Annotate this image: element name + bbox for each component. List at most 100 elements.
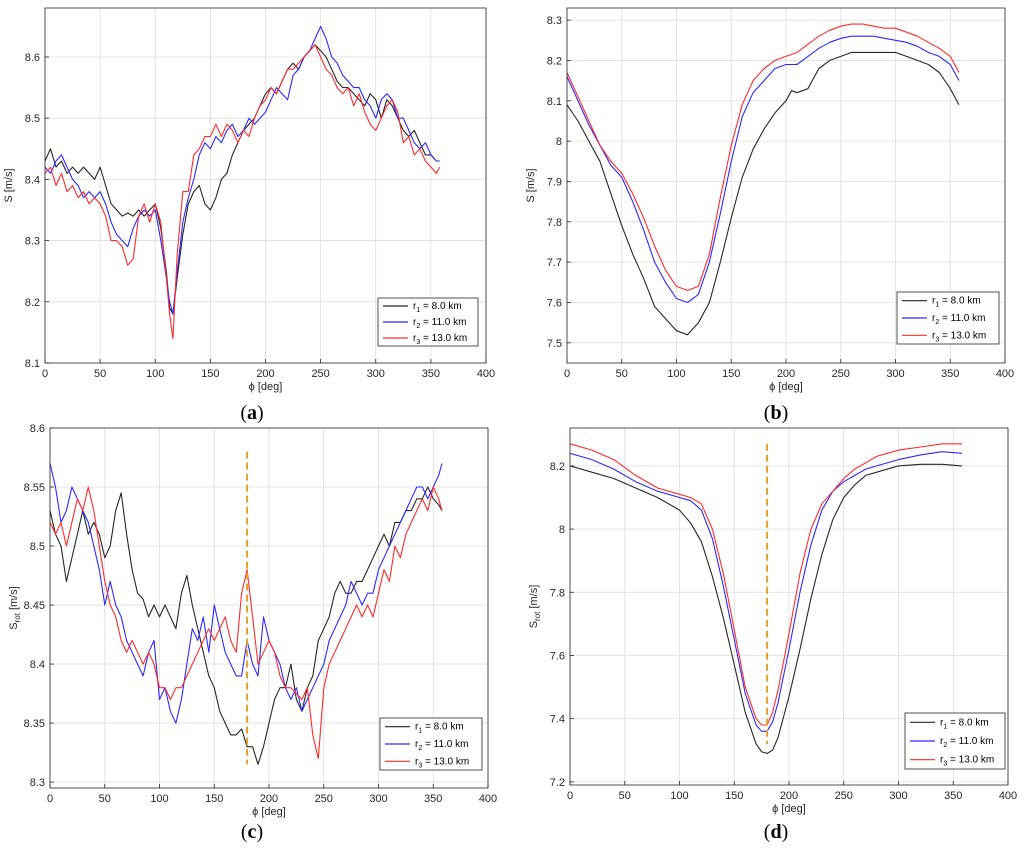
legend-label-r3: r3 = 13.0 km [413, 333, 467, 346]
legend-label-r2: r2 = 11.0 km [415, 739, 468, 752]
legend-label-r1: r1 = 8.0 km [415, 722, 464, 735]
legend: r1 = 8.0 km r2 = 11.0 km r3 = 13.0 km [377, 297, 479, 347]
x-tick-label: 350 [424, 793, 442, 805]
legend: r1 = 8.0 km r2 = 11.0 km r3 = 13.0 km [896, 291, 1000, 345]
x-tick-label: 400 [996, 368, 1014, 380]
x-tick-label: 300 [889, 790, 907, 802]
x-tick-label: 400 [477, 368, 495, 380]
x-tick-label: 50 [616, 368, 628, 380]
y-tick-label: 8.6 [25, 52, 40, 64]
legend-label-r1: r1 = 8.0 km [413, 301, 462, 314]
chart-panel-c: 0 50 100 150 200 250 300 350 400 8.3 8.35 8.4 8.45 8.… [8, 423, 497, 843]
y-tick-label: 8.2 [25, 297, 40, 309]
y-tick-label: 8.2 [550, 461, 565, 473]
y-tick-label: 8 [559, 524, 565, 536]
x-tick-label: 350 [941, 368, 959, 380]
x-tick-label: 150 [201, 368, 219, 380]
y-tick-label: 8.45 [24, 600, 45, 612]
x-axis-label: ϕ [deg] [249, 381, 283, 393]
series-line-r3 [569, 443, 962, 726]
y-tick-label: 7.5 [547, 338, 562, 350]
x-tick-label: 400 [479, 793, 497, 805]
x-tick-label: 0 [567, 790, 573, 802]
x-tick-label: 350 [422, 368, 440, 380]
legend: r1 = 8.0 km r2 = 11.0 km r3 = 13.0 km [904, 712, 1006, 770]
y-tick-label: 8.2 [547, 55, 562, 67]
series-line-r3 [44, 44, 441, 340]
x-tick-label: 100 [146, 368, 164, 380]
x-tick-label: 300 [369, 793, 387, 805]
x-tick-label: 200 [780, 790, 798, 802]
legend-label-r2: r2 = 11.0 km [932, 313, 985, 326]
y-tick-label: 8.1 [547, 96, 562, 108]
x-tick-label: 250 [832, 368, 850, 380]
series-line-r3 [566, 23, 960, 291]
x-tick-label: 200 [260, 793, 278, 805]
y-tick-label: 8.3 [547, 15, 562, 27]
y-tick-label: 8.1 [25, 358, 40, 370]
legend-label-r1: r1 = 8.0 km [940, 717, 989, 730]
x-tick-label: 50 [94, 368, 106, 380]
panel-label-b: (b) [764, 402, 788, 424]
y-tick-label: 8 [556, 136, 562, 148]
x-tick-label: 350 [944, 790, 962, 802]
x-tick-label: 0 [42, 368, 48, 380]
y-tick-label: 8.55 [24, 482, 45, 494]
x-tick-label: 100 [667, 368, 685, 380]
y-axis-label: Srot [m/s] [8, 586, 22, 630]
y-tick-label: 7.2 [550, 777, 565, 789]
y-axis-label: S [m/s] [525, 168, 537, 202]
x-tick-label: 150 [725, 790, 743, 802]
legend-label-r2: r2 = 11.0 km [940, 736, 993, 749]
y-tick-label: 8.3 [25, 236, 40, 248]
y-tick-label: 8.3 [30, 777, 45, 789]
y-axis-label: Srot [m/s] [528, 585, 542, 629]
panel-label-c: (c) [241, 821, 263, 843]
x-tick-label: 50 [619, 790, 631, 802]
y-axis-label: S [m/s] [3, 168, 15, 202]
y-tick-label: 7.7 [547, 257, 562, 269]
x-axis-label: ϕ [deg] [772, 803, 806, 815]
y-tick-label: 8.35 [24, 718, 45, 730]
series-line-r1 [569, 463, 963, 754]
x-tick-label: 100 [670, 790, 688, 802]
legend-label-r1: r1 = 8.0 km [932, 296, 981, 309]
x-tick-label: 300 [367, 368, 385, 380]
series-line-r3 [49, 486, 443, 760]
x-tick-label: 400 [999, 790, 1017, 802]
series-line-r2 [44, 25, 440, 315]
x-tick-label: 300 [886, 368, 904, 380]
x-tick-label: 250 [315, 793, 333, 805]
x-tick-label: 150 [722, 368, 740, 380]
chart-panel-d: 0 50 100 150 200 250 300 350 400 7.2 7.4 7.6 7.8 8 8.2… [528, 427, 1017, 843]
y-tick-label: 7.6 [547, 297, 562, 309]
y-tick-label: 8.6 [30, 423, 45, 435]
x-tick-label: 250 [835, 790, 853, 802]
series-line-r2 [566, 35, 960, 304]
x-tick-label: 250 [311, 368, 329, 380]
y-tick-label: 7.4 [550, 714, 565, 726]
y-tick-label: 8.4 [25, 174, 40, 186]
series-line-r1 [566, 51, 960, 336]
y-tick-label: 7.9 [547, 176, 562, 188]
x-tick-label: 150 [205, 793, 223, 805]
panel-label-a: (a) [240, 402, 263, 424]
x-tick-label: 200 [777, 368, 795, 380]
legend-label-r3: r3 = 13.0 km [415, 756, 469, 769]
y-tick-label: 8.4 [30, 659, 45, 671]
series-line-r1 [49, 486, 443, 765]
x-tick-label: 0 [47, 793, 53, 805]
y-tick-label: 8.5 [30, 541, 45, 553]
y-tick-label: 7.8 [550, 587, 565, 599]
panel-label-d: (d) [764, 821, 788, 843]
x-tick-label: 100 [150, 793, 168, 805]
x-tick-label: 200 [256, 368, 274, 380]
legend-label-r2: r2 = 11.0 km [413, 317, 466, 330]
x-tick-label: 0 [564, 368, 570, 380]
chart-panel-a: 0 50 100 150 200 250 300 350 400 8.1 8.2 8.3 8.4 8.5 8… [3, 7, 495, 424]
y-tick-label: 7.8 [547, 217, 562, 229]
x-axis-label: ϕ [deg] [769, 381, 803, 393]
legend-label-r3: r3 = 13.0 km [932, 330, 986, 343]
chart-panel-b: 0 50 100 150 200 250 300 350 400 7.5 7.6 7.7 7.8 7.9 8… [525, 7, 1014, 424]
